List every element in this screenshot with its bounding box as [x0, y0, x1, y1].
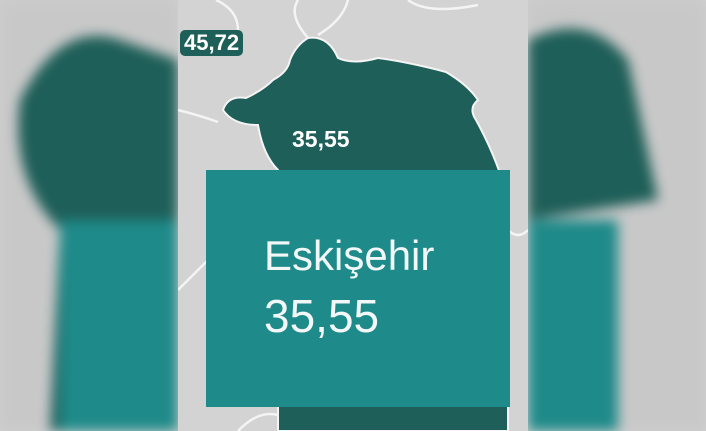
region-value-label: 45,72 — [180, 30, 244, 56]
blurred-background-right — [528, 0, 706, 431]
blurred-background-left — [0, 0, 178, 431]
province-tooltip: Eskişehir 35,55 — [206, 170, 510, 407]
tooltip-province-name: Eskişehir — [264, 232, 435, 279]
tooltip-value: 35,55 — [264, 290, 380, 342]
region-value-label: 35,55 — [292, 126, 350, 152]
